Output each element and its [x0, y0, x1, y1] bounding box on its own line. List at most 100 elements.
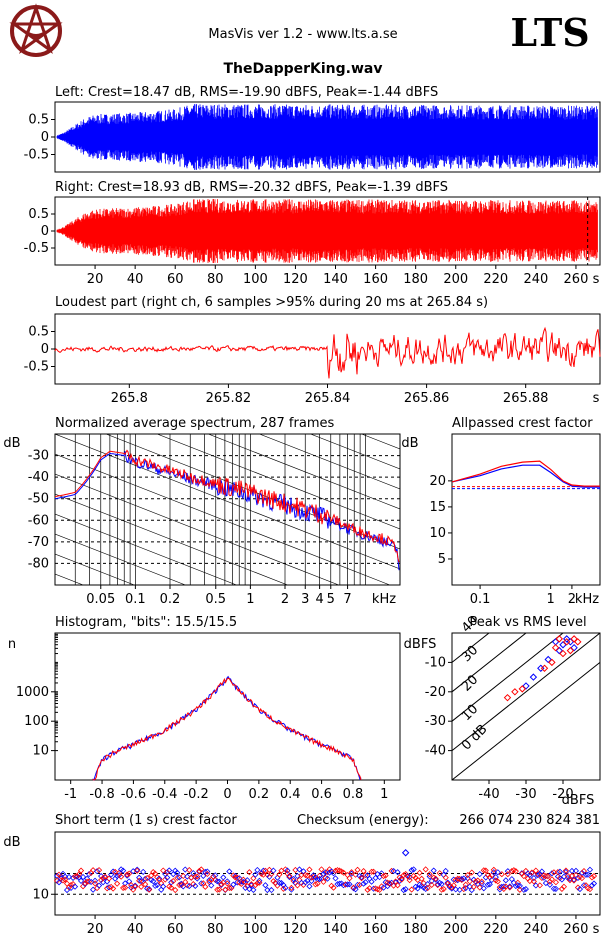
loudest-part-x-tick-label: 265.82: [206, 391, 252, 406]
short-term-crest-point-right: [57, 873, 65, 880]
short-term-crest-point-right: [562, 867, 570, 874]
short-term-crest-point-left: [286, 873, 293, 881]
spectrum-x-tick-label: 0.1: [125, 592, 146, 607]
short-term-crest-point-right: [118, 873, 125, 880]
spectrum-title: Normalized average spectrum, 287 frames: [55, 416, 334, 431]
short-term-crest-point-right: [354, 866, 361, 873]
short-term-crest-point-right: [63, 880, 71, 887]
short-term-crest-point-left: [156, 875, 163, 882]
short-term-crest-point-right: [474, 877, 481, 884]
short-term-crest-point-left: [200, 872, 207, 879]
short-term-crest-point-left: [206, 877, 213, 884]
right-waveform-y-tick-label: 0.5: [28, 207, 49, 222]
right-waveform-x-tick-label: 260: [564, 272, 589, 287]
short-term-crest-point-left: [71, 883, 79, 890]
peak-vs-rms-x-tick-label: -30: [515, 787, 536, 802]
short-term-crest-point-right: [578, 875, 586, 882]
short-term-crest-point-left: [316, 875, 323, 883]
short-term-crest-point-left: [186, 883, 193, 890]
short-term-crest-point-right: [536, 882, 543, 889]
short-term-crest-point-right: [424, 885, 431, 892]
short-term-crest-point-left: [522, 886, 529, 893]
spectrum-slope-line: [207, 434, 400, 510]
short-term-crest-point-left: [548, 870, 555, 877]
peak-vs-rms-point-left: [570, 643, 578, 652]
short-term-crest-point-right: [162, 876, 169, 883]
short-term-crest-point-right: [450, 882, 457, 889]
short-term-crest-point-left: [508, 876, 515, 883]
peak-vs-rms-point-right: [559, 649, 567, 658]
short-term-crest-point-right: [280, 885, 287, 892]
spectrum-x-tick-label: 4: [315, 592, 323, 607]
short-term-crest-point-left: [424, 880, 431, 888]
short-term-crest-point-right: [232, 874, 239, 881]
short-term-crest-point-right: [198, 866, 205, 873]
short-term-crest-x-tick-label: 60: [167, 922, 184, 937]
short-term-crest-point-right: [83, 878, 91, 885]
histogram-x-tick-label: 0.4: [280, 787, 301, 802]
short-term-crest-point-right: [132, 883, 139, 890]
short-term-crest-point-left: [81, 880, 89, 888]
short-term-crest-point-right: [520, 873, 527, 880]
spectrum-x-tick-label: 0.05: [86, 592, 115, 607]
short-term-crest-point-right: [546, 878, 553, 885]
short-term-crest-point-right: [126, 870, 133, 877]
short-term-crest-point-right: [294, 882, 301, 889]
short-term-crest-point-left: [290, 875, 297, 883]
histogram-y-tick-label: 100: [24, 714, 49, 729]
short-term-crest-point-left: [110, 868, 117, 875]
short-term-crest-point-left: [92, 877, 99, 884]
short-term-crest-point-right: [164, 869, 171, 876]
short-term-crest-point-right: [260, 871, 267, 878]
short-term-crest-point-right: [234, 874, 241, 881]
short-term-crest-x-tick-label: 100: [243, 922, 268, 937]
short-term-crest-point-left: [306, 883, 313, 890]
short-term-crest-point-right: [186, 867, 193, 874]
short-term-crest-point-left: [102, 874, 109, 881]
peak-vs-rms-title: Peak vs RMS level: [469, 615, 586, 630]
short-term-crest-point-left: [426, 873, 433, 880]
allpassed-crest-y-label: dB: [401, 436, 418, 451]
histogram-x-tick-label: 1: [380, 787, 388, 802]
short-term-crest-point-right: [266, 866, 273, 873]
short-term-crest-point-right: [534, 870, 541, 877]
short-term-crest-point-left: [120, 867, 127, 874]
peak-vs-rms-x-tick-label: -40: [478, 787, 499, 802]
spectrum-x-unit: kHz: [372, 592, 396, 607]
short-term-crest-point-left: [276, 879, 283, 886]
peak-vs-rms-point-right: [551, 643, 560, 652]
peak-vs-rms-point-left: [544, 655, 552, 664]
short-term-crest-point-right: [246, 869, 253, 876]
left-waveform-y-tick-label: -0.5: [24, 148, 49, 163]
short-term-crest-point-right: [59, 877, 67, 884]
short-term-crest-point-left: [540, 874, 547, 881]
short-term-crest-point-left: [336, 880, 343, 887]
spectrum-y-label: dB: [3, 436, 20, 451]
right-waveform-x-tick-label: 220: [483, 272, 508, 287]
short-term-crest-point-right: [420, 880, 427, 887]
histogram-x-tick-label: -0.4: [152, 787, 177, 802]
short-term-crest-point-right: [124, 871, 131, 878]
short-term-crest-point-left: [126, 878, 133, 885]
short-term-crest-point-left: [246, 885, 253, 893]
short-term-crest-point-left: [218, 881, 225, 888]
histogram-x-tick-label: -0.6: [121, 787, 146, 802]
short-term-crest-point-left: [396, 877, 403, 884]
right-waveform-x-tick-label: 120: [283, 272, 308, 287]
short-term-crest-point-left: [122, 880, 129, 887]
short-term-crest-point-right: [116, 869, 123, 877]
short-term-crest-point-right: [404, 873, 411, 880]
histogram-x-tick-label: -1: [64, 787, 77, 802]
right-waveform-y-tick-label: 0: [41, 224, 49, 239]
loudest-part-x-tick-label: 265.8: [111, 391, 148, 406]
allpassed-crest-series-right: [451, 460, 600, 487]
histogram-frame: [54, 632, 401, 781]
spectrum-series-right: [55, 449, 400, 563]
histogram-x-tick-label: 0: [223, 787, 231, 802]
short-term-crest-point-left: [77, 877, 85, 884]
short-term-crest-point-left: [538, 868, 545, 875]
short-term-crest-point-right: [170, 877, 177, 885]
short-term-crest-point-right: [314, 880, 321, 887]
loudest-part-y-tick-label: -0.5: [24, 360, 49, 375]
short-term-crest-point-left: [282, 884, 289, 891]
